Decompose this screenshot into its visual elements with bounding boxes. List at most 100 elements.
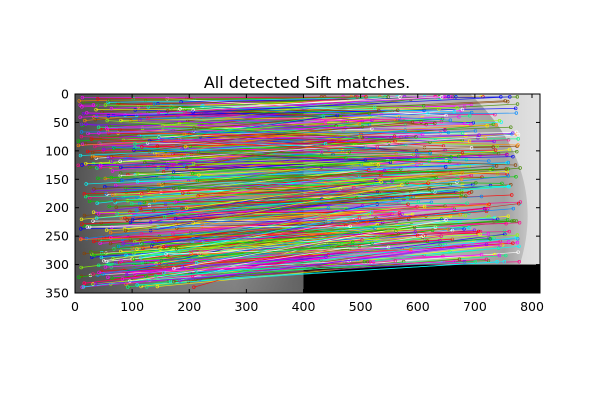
- match-line: [126, 237, 490, 275]
- keypoint-marker: [405, 196, 410, 200]
- keypoint-marker: [513, 106, 518, 111]
- keypoint-marker: [191, 161, 196, 166]
- keypoint-marker: [455, 106, 459, 110]
- keypoint-marker: [398, 95, 402, 99]
- keypoint-marker: [499, 95, 503, 99]
- keypoint-marker: [175, 160, 179, 164]
- keypoint-marker: [103, 176, 107, 181]
- keypoint-marker: [81, 285, 86, 289]
- keypoint-marker: [189, 252, 193, 256]
- keypoint-marker: [171, 163, 175, 167]
- keypoint-marker: [95, 201, 99, 205]
- keypoint-marker: [448, 249, 452, 254]
- keypoint-marker: [171, 232, 175, 236]
- keypoint-marker: [506, 240, 511, 244]
- keypoint-marker: [92, 253, 96, 258]
- keypoint-marker: [157, 135, 161, 139]
- keypoint-marker: [119, 165, 123, 170]
- keypoint-marker: [178, 107, 182, 111]
- keypoint-marker: [82, 281, 86, 285]
- match-line: [96, 186, 510, 219]
- keypoint-marker: [116, 244, 121, 249]
- keypoint-marker: [97, 270, 101, 275]
- match-line: [186, 137, 363, 168]
- keypoint-marker: [180, 206, 184, 211]
- keypoint-marker: [78, 153, 83, 158]
- keypoint-marker: [83, 118, 87, 123]
- keypoint-marker: [82, 213, 87, 218]
- keypoint-marker: [85, 225, 90, 229]
- keypoint-marker: [360, 204, 365, 208]
- keypoint-marker: [484, 209, 489, 213]
- keypoint-marker: [414, 135, 418, 139]
- keypoint-marker: [439, 95, 444, 99]
- keypoint-marker: [191, 108, 195, 112]
- match-line: [133, 238, 491, 260]
- keypoint-marker: [162, 215, 167, 219]
- match-line: [156, 215, 451, 265]
- match-line: [153, 195, 466, 211]
- match-line: [173, 159, 366, 173]
- keypoint-marker: [506, 214, 511, 218]
- match-line: [93, 165, 497, 190]
- keypoint-marker: [371, 260, 376, 264]
- match-line: [182, 132, 513, 150]
- keypoint-marker: [494, 123, 499, 127]
- keypoint-marker: [365, 260, 370, 264]
- keypoint-marker: [91, 210, 96, 214]
- match-line: [122, 162, 509, 181]
- keypoint-marker: [360, 238, 364, 242]
- match-line: [85, 123, 435, 145]
- x-tick-label: 0: [71, 299, 79, 314]
- keypoint-marker: [91, 272, 95, 276]
- keypoint-marker: [101, 272, 105, 276]
- keypoint-marker: [424, 122, 428, 127]
- keypoint-marker: [147, 191, 152, 195]
- match-line: [98, 154, 507, 167]
- match-line: [192, 156, 452, 174]
- match-line: [170, 218, 442, 248]
- keypoint-marker: [156, 110, 161, 115]
- match-line: [147, 96, 358, 119]
- keypoint-marker: [515, 149, 519, 154]
- match-line: [89, 172, 451, 199]
- keypoint-marker: [504, 167, 508, 171]
- match-line: [134, 149, 391, 163]
- keypoint-marker: [180, 265, 184, 269]
- keypoint-marker: [413, 230, 418, 234]
- keypoint-marker: [84, 182, 88, 186]
- keypoint-marker: [102, 259, 106, 263]
- y-tick-label: 0: [61, 87, 69, 102]
- keypoint-marker: [347, 150, 352, 154]
- keypoint-marker: [514, 175, 518, 179]
- keypoint-marker: [92, 187, 96, 191]
- keypoint-marker: [403, 128, 407, 132]
- match-line: [158, 161, 379, 185]
- keypoint-marker: [87, 199, 92, 203]
- match-line: [198, 169, 369, 197]
- keypoint-marker: [152, 199, 157, 203]
- keypoint-marker: [326, 253, 331, 257]
- keypoint-marker: [467, 191, 471, 195]
- keypoint-marker: [159, 258, 164, 263]
- keypoint-marker: [155, 153, 160, 157]
- keypoint-marker: [376, 163, 381, 167]
- keypoint-marker: [140, 145, 144, 149]
- match-line: [182, 256, 326, 268]
- keypoint-marker: [395, 108, 400, 113]
- keypoint-marker: [460, 171, 464, 175]
- keypoint-marker: [427, 159, 431, 164]
- keypoint-marker: [427, 187, 431, 191]
- keypoint-marker: [469, 146, 474, 150]
- keypoint-marker: [430, 228, 435, 232]
- match-line: [86, 207, 329, 239]
- keypoint-marker: [99, 255, 104, 260]
- keypoint-marker: [92, 239, 96, 244]
- keypoint-marker: [507, 147, 512, 152]
- keypoint-marker: [78, 115, 82, 119]
- keypoint-marker: [457, 257, 462, 261]
- keypoint-marker: [493, 148, 498, 152]
- match-line: [155, 261, 476, 277]
- y-tick-label: 300: [45, 257, 69, 272]
- keypoint-marker: [84, 161, 88, 166]
